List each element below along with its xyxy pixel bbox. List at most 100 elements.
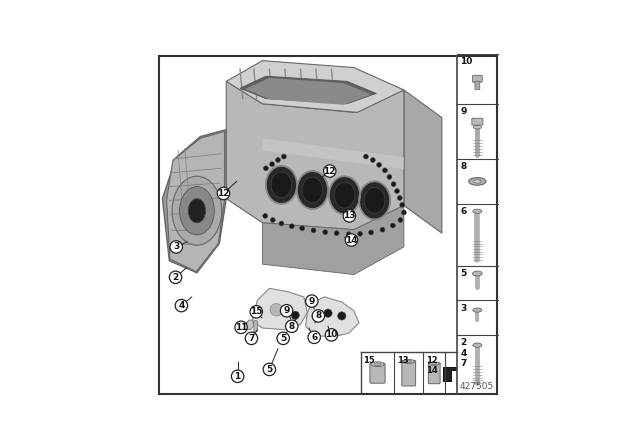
Text: 2: 2 [172,273,179,282]
Polygon shape [245,78,371,105]
Circle shape [380,227,385,232]
Polygon shape [244,320,253,330]
Ellipse shape [334,182,355,208]
Ellipse shape [403,359,415,363]
Circle shape [390,223,396,228]
FancyBboxPatch shape [475,81,480,90]
Text: 427505: 427505 [460,382,493,391]
Text: 11: 11 [235,323,247,332]
Text: 5: 5 [280,334,286,343]
Circle shape [395,189,399,194]
Text: 9: 9 [460,107,467,116]
FancyBboxPatch shape [428,363,440,384]
Text: 6: 6 [460,207,467,216]
Circle shape [312,310,324,322]
Ellipse shape [473,125,481,129]
Ellipse shape [468,177,486,185]
Ellipse shape [429,362,439,366]
Polygon shape [226,60,404,112]
Circle shape [279,221,284,226]
Polygon shape [166,131,225,272]
Circle shape [277,332,289,345]
Text: 15: 15 [363,356,375,365]
Ellipse shape [297,171,328,209]
Circle shape [369,230,374,235]
Circle shape [250,306,262,318]
Text: 12
14: 12 14 [426,356,437,375]
Circle shape [364,154,369,159]
Ellipse shape [374,363,381,366]
Circle shape [276,158,280,163]
Ellipse shape [474,180,481,183]
Text: 6: 6 [311,333,317,342]
Text: 13: 13 [343,211,356,220]
Circle shape [346,232,351,237]
Polygon shape [252,289,307,330]
Ellipse shape [472,271,482,276]
Ellipse shape [188,198,205,223]
Circle shape [324,309,332,317]
Text: 9: 9 [284,306,290,315]
Circle shape [270,303,282,316]
Ellipse shape [371,362,384,366]
Circle shape [232,370,244,383]
Circle shape [263,363,276,375]
Circle shape [270,218,275,223]
Text: 12: 12 [217,189,230,198]
FancyBboxPatch shape [370,363,385,383]
Text: 3: 3 [173,242,179,251]
Ellipse shape [172,176,221,245]
Polygon shape [305,297,359,337]
Circle shape [387,174,392,179]
Circle shape [175,299,188,312]
Circle shape [391,182,396,186]
Circle shape [289,224,294,228]
Circle shape [398,218,403,223]
Circle shape [280,305,293,317]
Circle shape [345,234,358,246]
Text: 2
4
7: 2 4 7 [460,338,467,368]
Text: 7: 7 [248,334,255,343]
Ellipse shape [473,308,482,312]
FancyBboxPatch shape [472,118,483,125]
FancyBboxPatch shape [254,321,257,332]
Circle shape [245,332,258,345]
Text: 10: 10 [325,331,338,340]
Polygon shape [262,206,404,275]
Circle shape [334,231,339,236]
Circle shape [383,168,387,173]
FancyBboxPatch shape [472,75,482,82]
Circle shape [323,165,336,177]
Circle shape [323,230,328,234]
Ellipse shape [266,166,297,204]
Text: 15: 15 [250,307,262,316]
Text: 8: 8 [460,163,467,172]
Circle shape [291,311,300,319]
Polygon shape [163,129,226,273]
Circle shape [358,232,362,236]
Text: 5: 5 [266,365,273,374]
FancyBboxPatch shape [402,361,415,386]
Circle shape [401,210,406,215]
Text: 12: 12 [323,167,336,176]
Circle shape [308,331,321,344]
Ellipse shape [180,186,214,235]
Ellipse shape [473,343,482,347]
Text: 5: 5 [460,269,467,278]
Circle shape [300,226,305,231]
FancyBboxPatch shape [156,54,500,399]
Circle shape [285,320,298,332]
Circle shape [343,210,356,222]
Text: 8: 8 [289,322,295,331]
Ellipse shape [364,187,385,213]
Circle shape [264,166,268,171]
Text: 10: 10 [460,57,472,66]
Text: 4: 4 [178,301,184,310]
Circle shape [235,321,247,333]
Circle shape [400,202,404,207]
Ellipse shape [431,363,437,365]
Ellipse shape [406,360,412,363]
Text: 9: 9 [308,297,315,306]
Polygon shape [444,367,456,381]
Text: 8: 8 [316,311,321,320]
